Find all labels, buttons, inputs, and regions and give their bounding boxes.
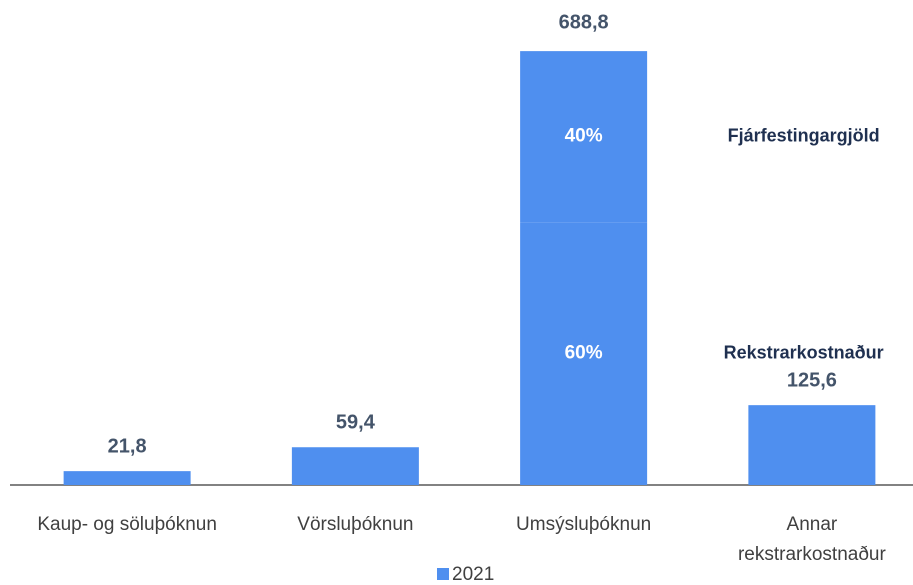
segment-label: 60%: [565, 343, 603, 364]
segment-name: Rekstrarkostnaður: [724, 342, 884, 362]
bar-segment: [520, 51, 648, 223]
x-tick-label: Annar rekstrarkostnaður: [737, 514, 886, 565]
bar: [63, 471, 191, 485]
value-label: 21,8: [108, 435, 147, 457]
segment-name: Fjárfestingargjöld: [728, 125, 880, 145]
segment-label: 40%: [565, 126, 603, 147]
bar-segment: [520, 222, 648, 485]
legend-label: 2021: [452, 564, 494, 585]
value-label: 125,6: [787, 369, 837, 391]
x-tick-label: Kaup- og söluþóknun: [37, 514, 217, 535]
value-label: 688,8: [559, 11, 609, 33]
bar: [748, 405, 876, 485]
value-label: 59,4: [336, 412, 376, 434]
legend-swatch: [437, 568, 449, 580]
x-tick-label: Umsýsluþóknun: [516, 514, 652, 535]
bar: [291, 447, 419, 485]
x-tick-label: Vörsluþóknun: [297, 514, 414, 535]
